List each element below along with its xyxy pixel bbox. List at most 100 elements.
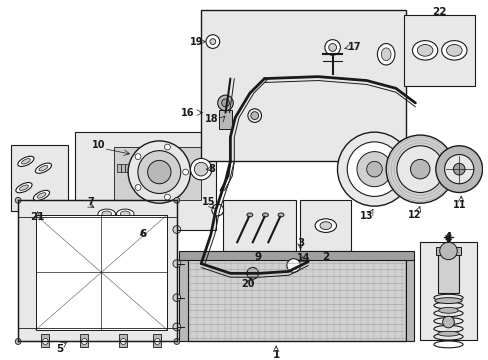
Ellipse shape bbox=[446, 45, 461, 56]
Bar bbox=[125, 164, 129, 172]
Circle shape bbox=[366, 161, 382, 177]
Ellipse shape bbox=[102, 211, 111, 217]
Ellipse shape bbox=[21, 159, 30, 164]
Circle shape bbox=[221, 99, 229, 107]
Text: 1: 1 bbox=[272, 350, 279, 360]
Text: 3: 3 bbox=[296, 238, 304, 248]
Ellipse shape bbox=[319, 222, 331, 230]
Circle shape bbox=[217, 95, 233, 111]
Ellipse shape bbox=[278, 213, 284, 217]
Ellipse shape bbox=[98, 209, 115, 219]
Circle shape bbox=[356, 152, 391, 187]
Circle shape bbox=[246, 267, 258, 279]
Text: 11: 11 bbox=[451, 200, 465, 210]
Circle shape bbox=[211, 204, 223, 216]
Text: 12: 12 bbox=[407, 210, 420, 220]
Text: 8: 8 bbox=[208, 164, 215, 174]
Circle shape bbox=[173, 323, 181, 331]
Circle shape bbox=[147, 161, 171, 184]
Circle shape bbox=[81, 338, 87, 345]
Bar bbox=[75, 132, 215, 230]
Circle shape bbox=[337, 132, 410, 206]
Bar bbox=[419, 242, 476, 339]
Circle shape bbox=[398, 140, 408, 150]
Bar bbox=[121, 164, 125, 172]
Circle shape bbox=[190, 158, 211, 180]
Circle shape bbox=[205, 35, 219, 48]
Circle shape bbox=[42, 338, 48, 345]
Circle shape bbox=[120, 338, 126, 345]
Circle shape bbox=[138, 150, 181, 193]
Circle shape bbox=[173, 260, 181, 267]
Text: 4: 4 bbox=[444, 234, 451, 244]
Circle shape bbox=[174, 338, 180, 345]
Bar bbox=[300, 200, 350, 251]
Text: 19: 19 bbox=[189, 37, 203, 46]
Bar bbox=[117, 164, 121, 172]
Text: 5: 5 bbox=[56, 344, 63, 354]
Ellipse shape bbox=[381, 48, 390, 60]
Text: 6: 6 bbox=[139, 229, 146, 239]
Circle shape bbox=[435, 146, 482, 193]
Circle shape bbox=[286, 259, 300, 273]
Bar bbox=[201, 10, 405, 161]
Polygon shape bbox=[36, 215, 167, 330]
Ellipse shape bbox=[437, 331, 458, 336]
Bar bbox=[437, 249, 458, 293]
Circle shape bbox=[444, 154, 473, 184]
Ellipse shape bbox=[18, 156, 34, 166]
Bar bbox=[179, 259, 187, 342]
Circle shape bbox=[164, 194, 170, 200]
Ellipse shape bbox=[434, 298, 461, 303]
Text: 14: 14 bbox=[296, 253, 309, 263]
Ellipse shape bbox=[33, 190, 49, 201]
Ellipse shape bbox=[441, 41, 466, 60]
Circle shape bbox=[135, 154, 141, 159]
Circle shape bbox=[386, 135, 453, 203]
Bar bbox=[41, 334, 49, 347]
Text: 18: 18 bbox=[204, 114, 218, 125]
Ellipse shape bbox=[377, 44, 394, 65]
Text: 17: 17 bbox=[347, 42, 361, 53]
Bar bbox=[405, 259, 413, 342]
Ellipse shape bbox=[411, 41, 437, 60]
Ellipse shape bbox=[116, 209, 134, 219]
Circle shape bbox=[135, 185, 141, 190]
Bar bbox=[186, 259, 405, 342]
Bar bbox=[153, 334, 161, 347]
Text: 2: 2 bbox=[322, 252, 329, 262]
Bar bbox=[403, 15, 474, 86]
Ellipse shape bbox=[250, 112, 258, 120]
Bar bbox=[113, 147, 201, 200]
Bar bbox=[11, 145, 68, 211]
Ellipse shape bbox=[314, 219, 336, 233]
Text: 4: 4 bbox=[444, 232, 451, 242]
Circle shape bbox=[128, 141, 190, 203]
Text: 13: 13 bbox=[359, 211, 373, 221]
Circle shape bbox=[324, 40, 340, 55]
Bar bbox=[80, 334, 88, 347]
Circle shape bbox=[173, 226, 181, 233]
Circle shape bbox=[174, 197, 180, 203]
Circle shape bbox=[194, 162, 207, 176]
Text: 9: 9 bbox=[254, 252, 261, 262]
Circle shape bbox=[173, 294, 181, 302]
Circle shape bbox=[452, 163, 464, 175]
Bar bbox=[119, 334, 127, 347]
Ellipse shape bbox=[39, 166, 48, 171]
Circle shape bbox=[15, 338, 21, 345]
Ellipse shape bbox=[262, 213, 268, 217]
Bar bbox=[84, 203, 138, 225]
Circle shape bbox=[439, 242, 456, 260]
Circle shape bbox=[15, 197, 21, 203]
Ellipse shape bbox=[16, 183, 32, 193]
Polygon shape bbox=[18, 200, 177, 342]
Circle shape bbox=[396, 146, 443, 193]
Ellipse shape bbox=[416, 45, 432, 56]
Circle shape bbox=[209, 39, 215, 45]
Bar bbox=[435, 247, 460, 255]
Bar bbox=[218, 110, 232, 129]
Ellipse shape bbox=[35, 163, 51, 173]
Circle shape bbox=[183, 169, 188, 175]
Ellipse shape bbox=[438, 307, 457, 313]
